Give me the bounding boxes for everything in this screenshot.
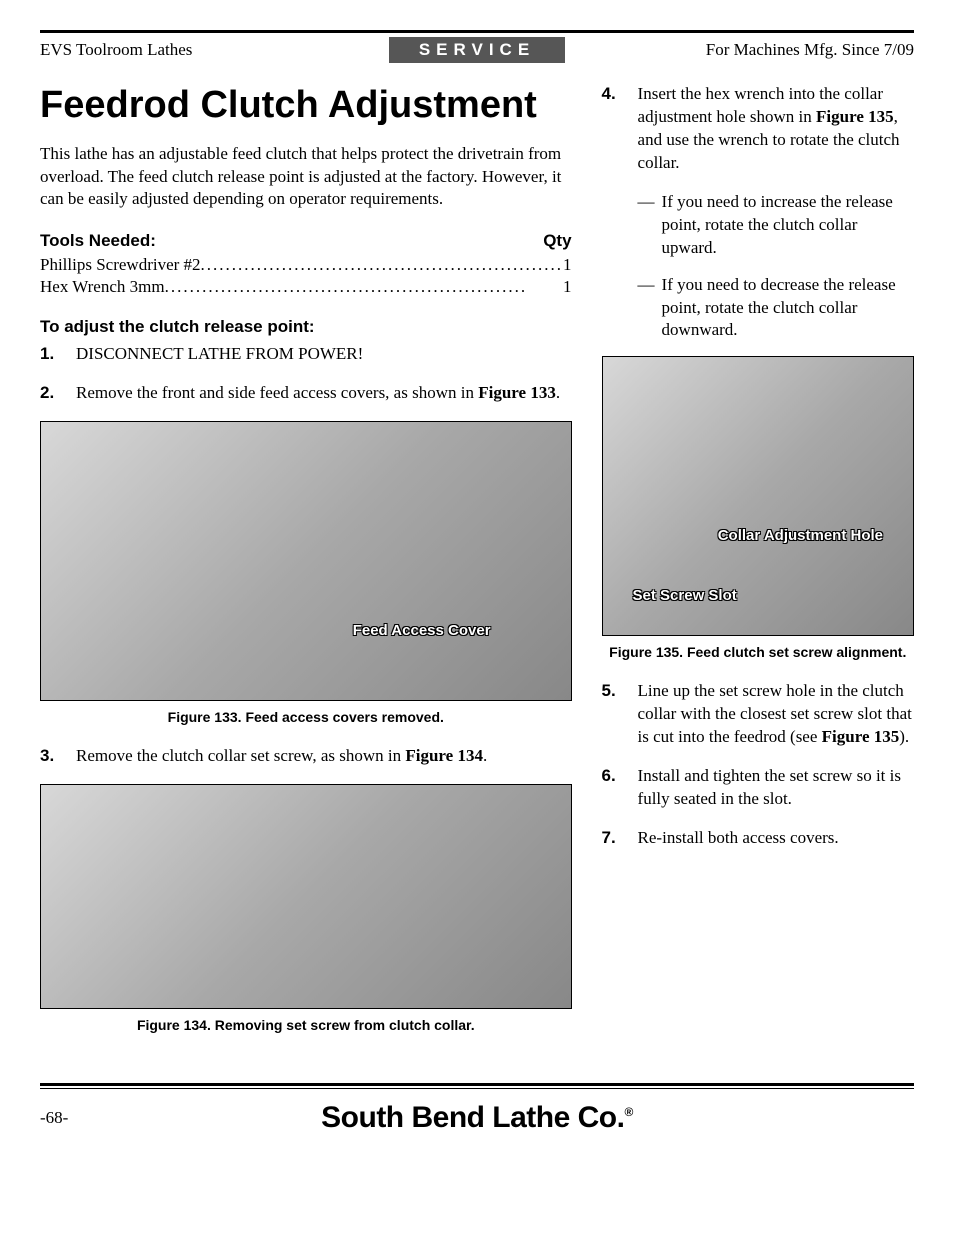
step-text: Remove the front and side feed access co… [76,382,572,405]
main-content: Feedrod Clutch Adjustment This lathe has… [40,83,914,1053]
step-text: Re-install both access covers. [638,827,914,850]
step-text: Remove the clutch collar set screw, as s… [76,745,572,768]
figure-ref: Figure 135 [822,727,900,746]
header-right-text: For Machines Mfg. Since 7/09 [565,40,914,60]
tool-leader [201,255,564,275]
step-number: 3. [40,745,76,768]
step-number: 1. [40,343,76,366]
figure-134-image [40,784,572,1009]
page-title: Feedrod Clutch Adjustment [40,83,572,129]
figure-135-caption: Figure 135. Feed clutch set screw alignm… [602,644,914,660]
step-6: 6. Install and tighten the set screw so … [602,765,914,811]
procedure-heading: To adjust the clutch release point: [40,317,572,337]
step-3: 3. Remove the clutch collar set screw, a… [40,745,572,768]
figure-ref: Figure 134 [405,746,483,765]
step-2: 2. Remove the front and side feed access… [40,382,572,405]
company-name-text: South Bend Lathe Co. [321,1101,624,1134]
figure-ref: Figure 135 [816,107,894,126]
step-text-post: . [483,746,487,765]
tool-qty: 1 [563,255,572,275]
tool-leader [165,277,563,297]
page-footer: -68- South Bend Lathe Co.® [40,1101,914,1135]
bullet-dash: — [638,274,662,343]
left-column: Feedrod Clutch Adjustment This lathe has… [40,83,572,1053]
figure-label-set-screw: Set Screw Slot [633,587,737,605]
tool-name: Phillips Screwdriver #2 [40,255,201,275]
tool-row: Hex Wrench 3mm 1 [40,277,572,297]
company-logo-text: South Bend Lathe Co.® [321,1101,633,1135]
step-text-pre: Remove the clutch collar set screw, as s… [76,746,405,765]
tool-name: Hex Wrench 3mm [40,277,165,297]
step-text: Install and tighten the set screw so it … [638,765,914,811]
header-center-badge: SERVICE [389,37,565,63]
step-number: 5. [602,680,638,749]
right-column: 4. Insert the hex wrench into the collar… [602,83,914,1053]
sub-bullet: — If you need to decrease the release po… [602,274,914,343]
step-text-post: ). [899,727,909,746]
header-rule [40,30,914,33]
tool-qty: 1 [563,277,572,297]
step-7: 7. Re-install both access covers. [602,827,914,850]
step-5: 5. Line up the set screw hole in the clu… [602,680,914,749]
step-4: 4. Insert the hex wrench into the collar… [602,83,914,175]
step-1: 1. DISCONNECT LATHE FROM POWER! [40,343,572,366]
figure-label-feed-access: Feed Access Cover [353,622,491,640]
footer-rule [40,1083,914,1089]
figure-133-caption: Figure 133. Feed access covers removed. [40,709,572,725]
page-number: -68- [40,1108,68,1128]
tools-header: Tools Needed: Qty [40,231,572,251]
step-number: 2. [40,382,76,405]
step-number: 7. [602,827,638,850]
bullet-text: If you need to increase the release poin… [662,191,914,260]
step-text-pre: Remove the front and side feed access co… [76,383,478,402]
intro-paragraph: This lathe has an adjustable feed clutch… [40,143,572,212]
header-left-text: EVS Toolroom Lathes [40,40,389,60]
tool-row: Phillips Screwdriver #2 1 [40,255,572,275]
bullet-text: If you need to decrease the release poin… [662,274,914,343]
sub-bullet: — If you need to increase the release po… [602,191,914,260]
figure-134-caption: Figure 134. Removing set screw from clut… [40,1017,572,1033]
step-text: Insert the hex wrench into the collar ad… [638,83,914,175]
page-header: EVS Toolroom Lathes SERVICE For Machines… [40,37,914,63]
figure-label-collar-hole: Collar Adjustment Hole [718,527,883,545]
registered-mark: ® [624,1105,632,1119]
figure-135-image: Set Screw Slot Collar Adjustment Hole [602,356,914,636]
tools-needed-label: Tools Needed: [40,231,156,251]
figure-ref: Figure 133 [478,383,556,402]
figure-133-image: Feed Access Cover [40,421,572,701]
step-number: 4. [602,83,638,175]
step-text-post: . [556,383,560,402]
bullet-dash: — [638,191,662,260]
step-text: Line up the set screw hole in the clutch… [638,680,914,749]
tools-qty-label: Qty [543,231,571,251]
step-number: 6. [602,765,638,811]
step-text: DISCONNECT LATHE FROM POWER! [76,343,572,366]
